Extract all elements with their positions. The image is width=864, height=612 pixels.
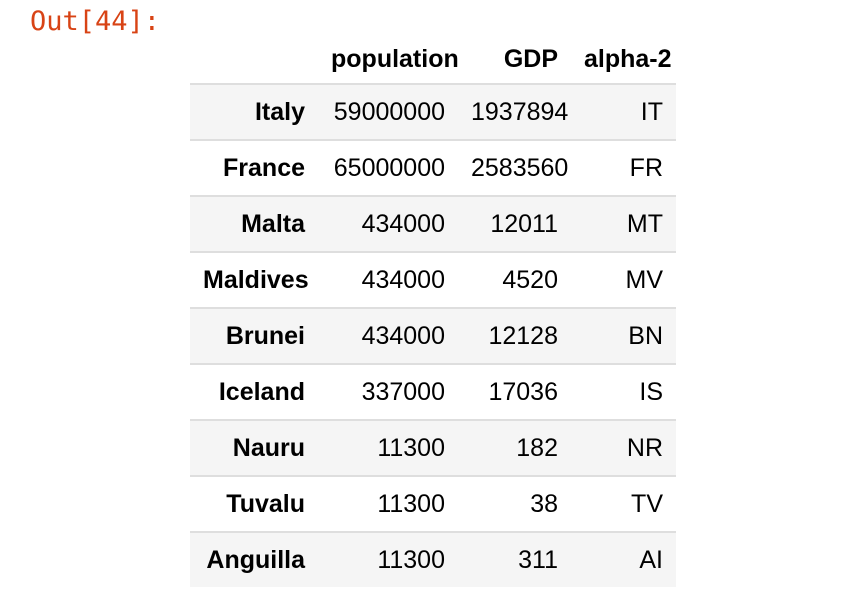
cell: 4520	[502, 265, 558, 294]
cell: FR	[629, 153, 663, 182]
row-label: France	[223, 153, 305, 182]
table-row: Brunei 434000 12128 BN	[190, 308, 676, 364]
row-label: Malta	[241, 209, 305, 238]
cell: 182	[516, 433, 558, 462]
cell: IS	[639, 377, 663, 406]
dataframe-table: population GDP alpha-2 Italy 59000000 193789…	[190, 35, 676, 587]
cell: IT	[640, 97, 663, 126]
cell: NR	[626, 433, 663, 462]
cell: 434000	[361, 265, 445, 294]
column-header-alpha-2: alpha-2	[584, 44, 672, 73]
column-header-population: population	[331, 44, 458, 73]
cell: 17036	[488, 377, 558, 406]
table-row: Maldives 434000 4520 MV	[190, 252, 676, 308]
table-head: population GDP alpha-2	[190, 35, 676, 84]
cell: MT	[626, 209, 663, 238]
cell: BN	[628, 321, 663, 350]
row-label: Brunei	[225, 321, 305, 350]
row-label: Anguilla	[206, 545, 305, 574]
cell: TV	[631, 489, 663, 518]
row-label: Nauru	[232, 433, 305, 462]
column-header-gdp: GDP	[503, 44, 558, 73]
row-label: Italy	[254, 97, 305, 126]
table-row: Iceland 337000 17036 IS	[190, 364, 676, 420]
row-label: Iceland	[218, 377, 305, 406]
row-label: Tuvalu	[226, 489, 305, 518]
cell: 434000	[361, 321, 445, 350]
table-row: France 65000000 2583560 FR	[190, 140, 676, 196]
cell: 11300	[377, 433, 445, 462]
cell: 2583560	[471, 153, 569, 182]
table-row: Malta 434000 12011 MT	[190, 196, 676, 252]
cell: 11300	[377, 545, 445, 574]
cell: 12011	[490, 209, 558, 238]
cell: 434000	[361, 209, 445, 238]
cell: 12128	[488, 321, 558, 350]
cell: 59000000	[333, 97, 445, 126]
table-body: Italy 59000000 1937894 IT France 65000000 2583…	[190, 84, 676, 587]
table-row: Anguilla 11300 311 AI	[190, 532, 676, 587]
cell: 11300	[377, 489, 445, 518]
cell: 65000000	[333, 153, 445, 182]
cell: AI	[639, 545, 663, 574]
output-prompt: Out[44]:	[30, 6, 161, 37]
table-header-row: population GDP alpha-2	[190, 35, 676, 84]
cell: MV	[625, 265, 664, 294]
table-row: Tuvalu 11300 38 TV	[190, 476, 676, 532]
cell: 38	[530, 489, 558, 518]
row-label: Maldives	[203, 265, 309, 294]
cell: 1937894	[471, 97, 569, 126]
cell: 311	[518, 545, 558, 574]
table-row: Italy 59000000 1937894 IT	[190, 84, 676, 140]
table-row: Nauru 11300 182 NR	[190, 420, 676, 476]
corner-cell	[190, 35, 318, 84]
cell: 337000	[361, 377, 445, 406]
